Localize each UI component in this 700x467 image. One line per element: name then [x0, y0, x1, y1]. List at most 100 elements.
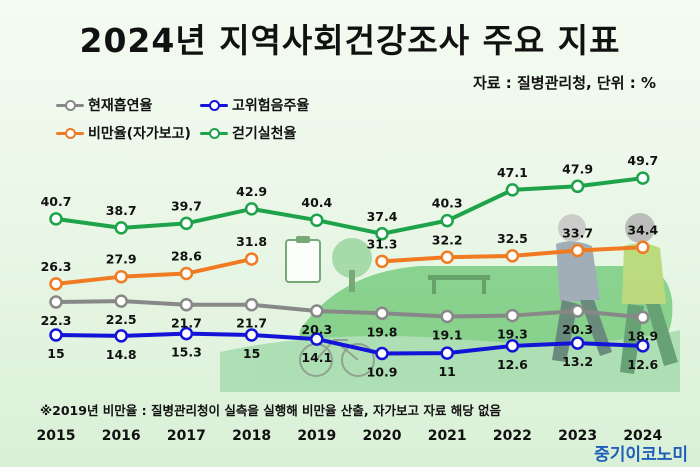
series-line-obesity: [54, 257, 254, 286]
data-label-smoking-2024: 18.9: [627, 328, 658, 343]
data-point-drinking-2020: [375, 346, 389, 361]
data-point-drinking-2024: [636, 339, 650, 353]
data-label-obesity-2024: 34.4: [627, 222, 658, 237]
x-tick-label-2019: 2019: [297, 428, 336, 444]
x-tick-label-2020: 2020: [363, 428, 402, 444]
x-tick-label-2016: 2016: [102, 428, 141, 444]
legend-label: 비만율(자가보고): [88, 126, 191, 142]
data-point-smoking-2023: [570, 304, 585, 318]
data-label-drinking-2016: 14.8: [106, 347, 137, 362]
legend-marker-icon: [56, 127, 84, 139]
data-label-walking-2024: 49.7: [627, 153, 658, 168]
data-point-smoking-2024: [636, 310, 650, 325]
data-point-obesity-2017: [179, 266, 194, 281]
data-label-walking-2021: 40.3: [432, 196, 463, 211]
data-label-walking-2016: 38.7: [106, 203, 137, 218]
data-point-drinking-2017: [179, 326, 194, 341]
x-tick-label-2018: 2018: [232, 428, 271, 444]
data-point-drinking-2015: [49, 328, 63, 342]
data-label-smoking-2019: 20.3: [301, 322, 332, 337]
data-point-obesity-2022: [505, 249, 520, 263]
walking-woman-icon: [620, 213, 678, 374]
data-label-walking-2018: 42.9: [236, 184, 267, 199]
legend-item-obesity: 비만율(자가보고): [56, 123, 191, 143]
data-point-drinking-2021: [440, 346, 454, 360]
data-label-drinking-2015: 15: [47, 346, 64, 361]
data-label-smoking-2020: 19.8: [367, 324, 398, 339]
data-point-obesity-2016: [114, 269, 128, 284]
data-label-walking-2015: 40.7: [41, 194, 72, 209]
data-point-walking-2015: [49, 212, 63, 226]
legend-item-drinking: 고위험음주율: [200, 95, 309, 115]
data-label-walking-2023: 47.9: [562, 161, 593, 176]
footnote: ※2019년 비만율 : 질병관리청이 실측을 실행해 비만율 산출, 자가보고…: [40, 403, 502, 418]
data-point-drinking-2016: [114, 329, 128, 343]
series-points: [49, 171, 650, 361]
data-point-smoking-2020: [375, 306, 389, 321]
x-axis-ticks: 2015 2016 2017 2018 2019 2020 2021 2022 2023 2024: [37, 428, 663, 444]
data-point-smoking-2017: [179, 297, 194, 312]
data-point-smoking-2021: [440, 309, 454, 324]
data-label-drinking-2020: 10.9: [367, 365, 398, 380]
data-label-drinking-2019: 14.1: [301, 350, 332, 365]
data-point-smoking-2022: [505, 308, 520, 323]
data-label-obesity-2020: 31.3: [367, 236, 398, 251]
legend-marker-icon: [200, 99, 228, 111]
x-tick-label-2024: 2024: [623, 428, 662, 444]
data-point-walking-2021: [440, 213, 454, 228]
data-label-obesity-2018: 31.8: [236, 234, 267, 249]
data-point-walking-2017: [179, 216, 194, 231]
data-label-drinking-2022: 12.6: [497, 357, 528, 372]
data-point-walking-2018: [244, 202, 259, 216]
data-label-walking-2022: 47.1: [497, 165, 528, 180]
data-point-walking-2024: [636, 171, 650, 185]
series-line-walking: [54, 176, 645, 236]
data-label-smoking-2016: 22.5: [106, 312, 137, 327]
bench-icon: [428, 275, 490, 280]
data-label-drinking-2018: 15: [243, 346, 260, 361]
x-tick-label-2022: 2022: [493, 428, 532, 444]
data-point-drinking-2023: [570, 336, 585, 350]
data-point-obesity-2021: [440, 250, 454, 265]
data-point-walking-2022: [505, 183, 520, 197]
clipboard-icon: [285, 239, 321, 283]
data-label-drinking-2017: 15.3: [171, 345, 202, 360]
data-label-smoking-2021: 19.1: [432, 327, 463, 342]
data-label-obesity-2023: 33.7: [562, 225, 593, 240]
data-label-smoking-2018: 21.7: [236, 316, 267, 331]
tree-icon: [332, 238, 372, 278]
data-point-walking-2023: [570, 179, 585, 194]
brand-logo: 중기이코노미: [594, 445, 688, 465]
data-label-obesity-2022: 32.5: [497, 231, 528, 246]
data-point-smoking-2019: [310, 304, 324, 318]
data-label-obesity-2015: 26.3: [41, 259, 72, 274]
x-tick-label-2017: 2017: [167, 428, 206, 444]
data-labels: 40.7 38.7 39.7 42.9 40.4 37.4 40.3 47.1 47.9 49.7…: [41, 153, 659, 379]
data-point-drinking-2018: [244, 328, 259, 342]
data-point-drinking-2022: [505, 339, 520, 353]
x-tick-label-2023: 2023: [558, 428, 597, 444]
data-label-obesity-2016: 27.9: [106, 252, 137, 267]
data-label-walking-2020: 37.4: [367, 209, 398, 224]
legend-item-walking: 걷기실천율: [200, 123, 296, 143]
data-label-walking-2017: 39.7: [171, 198, 202, 213]
legend-label: 고위험음주율: [232, 98, 310, 114]
x-tick-label-2015: 2015: [37, 428, 76, 444]
data-point-walking-2019: [310, 213, 324, 227]
data-label-drinking-2021: 11: [438, 364, 455, 379]
data-point-walking-2016: [114, 221, 128, 235]
data-label-walking-2019: 40.4: [301, 195, 332, 210]
series-line-drinking: [54, 331, 645, 356]
data-point-drinking-2019: [310, 332, 324, 346]
data-label-obesity-2017: 28.6: [171, 249, 202, 264]
data-point-smoking-2016: [114, 294, 128, 308]
legend-label: 걷기실천율: [232, 126, 297, 142]
data-point-walking-2020: [375, 227, 389, 241]
data-point-obesity-2018: [244, 252, 259, 266]
data-point-obesity-2023: [570, 243, 585, 258]
chart-title: 2024년 지역사회건강조사 주요 지표: [79, 21, 621, 60]
legend-item-smoking: 현재흡연율: [56, 95, 152, 115]
source-note: 자료 : 질병관리청, 단위 : %: [472, 74, 656, 92]
